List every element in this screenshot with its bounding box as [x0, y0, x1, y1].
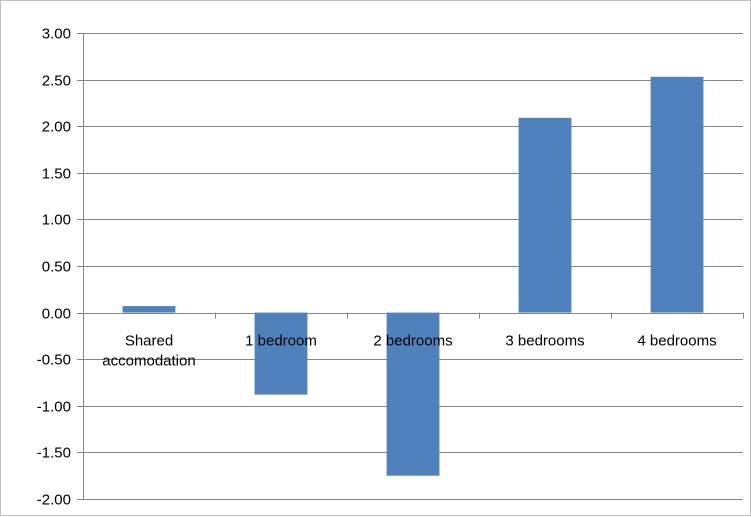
y-tick-label: 2.50 — [42, 73, 71, 90]
y-tick-label: 0.00 — [42, 306, 71, 323]
x-category-label: 1 bedroom — [245, 333, 317, 350]
bars — [122, 76, 704, 476]
y-tick-label: -0.50 — [37, 352, 71, 369]
y-tick-label: -1.50 — [37, 445, 71, 462]
y-tick-label: 2.00 — [42, 119, 71, 136]
bar — [518, 117, 572, 313]
y-tick-label: -2.00 — [37, 492, 71, 509]
y-tick-label: 1.00 — [42, 212, 71, 229]
y-tick-label: 3.00 — [42, 26, 71, 43]
y-tick-label: 0.50 — [42, 259, 71, 276]
x-category-label: 2 bedrooms — [373, 333, 452, 350]
bar — [254, 312, 308, 395]
x-category-label: 3 bedrooms — [505, 333, 584, 350]
bar — [122, 306, 176, 313]
axes — [77, 33, 744, 500]
bar — [650, 76, 704, 313]
y-tick-label: -1.00 — [37, 399, 71, 416]
x-axis-category-labels: Shared accomodation 1 bedroom 2 bedrooms 3 b… — [102, 333, 716, 370]
x-category-label: Shared — [125, 333, 173, 350]
y-axis-tick-labels: 3.00 2.50 2.00 1.50 1.00 0.50 0.00 -0.50 -1.00 -1… — [37, 26, 71, 509]
bar — [386, 312, 440, 476]
x-category-label: 4 bedrooms — [637, 333, 716, 350]
x-category-label: accomodation — [102, 353, 195, 370]
y-tick-label: 1.50 — [42, 166, 71, 183]
